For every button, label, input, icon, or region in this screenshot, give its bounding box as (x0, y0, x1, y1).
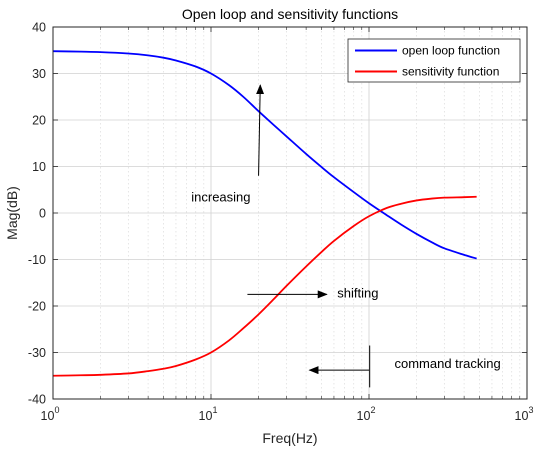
series-line-sensitivity (52, 195, 477, 377)
x-tick-label: 102 (357, 405, 376, 423)
grid-lines (53, 27, 527, 399)
y-tick-label: 0 (39, 207, 46, 221)
y-tick-label: -20 (28, 300, 46, 314)
annotation-text: increasing (191, 189, 250, 204)
series-lines (52, 50, 477, 377)
y-tick-label: 40 (32, 21, 46, 35)
y-axis-title: Mag(dB) (4, 186, 20, 240)
legend-box (347, 38, 521, 83)
legend: open loop function sensitivity function (347, 38, 521, 83)
y-tick-label: -30 (28, 346, 46, 360)
y-tick-label: -10 (28, 253, 46, 267)
annotations: increasing shifting command tracking (191, 84, 501, 388)
annotation-arrow (256, 84, 265, 176)
y-tick-label: 10 (32, 160, 46, 174)
x-axis-title: Freq(Hz) (262, 430, 317, 446)
x-tick-label: 103 (515, 405, 534, 423)
series-line-open-loop (52, 50, 477, 260)
x-tick-label: 100 (41, 405, 60, 423)
annotation-text: command tracking (394, 356, 500, 371)
x-tick-label: 101 (199, 405, 218, 423)
chart-title: Open loop and sensitivity functions (182, 6, 398, 22)
annotation-text: shifting (337, 286, 378, 301)
legend-label-sensitivity: sensitivity function (402, 65, 499, 79)
y-tick-label: 20 (32, 114, 46, 128)
y-tick-label: -40 (28, 393, 46, 407)
legend-label-open-loop: open loop function (402, 44, 500, 58)
y-tick-label: 30 (32, 67, 46, 81)
